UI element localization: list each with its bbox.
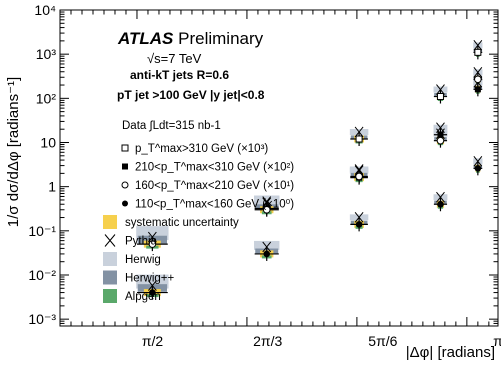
legend: p_T^max>310 GeV (×10³) 210<p_T^max<310 Ge… xyxy=(103,143,294,303)
pythia-marker xyxy=(354,212,364,223)
pythia-marker xyxy=(473,156,483,167)
legend-label: Pythia xyxy=(125,236,158,248)
legend-label: Herwig xyxy=(125,254,161,266)
legend-label: 160<p_T^max<210 GeV (×10¹) xyxy=(135,180,294,192)
x-tick-label: 5π/6 xyxy=(368,333,397,349)
x-tick-labels: π/2 2π/3 5π/6 π xyxy=(142,333,501,349)
plot-frame xyxy=(59,9,499,327)
pythia-marker xyxy=(354,126,364,138)
y-tick-label: 10⁻³ xyxy=(28,311,56,327)
legend-label: 210<p_T^max<310 GeV (×10²) xyxy=(135,162,294,174)
pythia-marker xyxy=(147,231,157,243)
data-point-open-circle xyxy=(355,172,363,181)
legend-label: Herwig++ xyxy=(125,273,175,285)
plot-border xyxy=(59,9,499,327)
data-point-open-circle xyxy=(148,240,157,248)
cut-annotation: pT jet >100 GeV |y jet|<0.8 xyxy=(117,88,265,102)
legend-filled-square xyxy=(122,163,128,170)
data-point-filled-circle xyxy=(437,200,444,208)
data-point-filled-circle xyxy=(263,250,271,258)
y-tick-label: 1 xyxy=(48,179,56,195)
pythia-marker xyxy=(262,197,272,209)
data-point-open-square xyxy=(355,135,363,143)
pythia-marker xyxy=(354,164,364,175)
pythia-marker xyxy=(262,241,272,253)
data-point-filled-circle xyxy=(149,289,156,296)
herwig-band xyxy=(254,240,280,250)
data-point-open-square xyxy=(474,48,482,56)
data-point-open-circle xyxy=(474,75,482,84)
legend-label: Alpgen xyxy=(125,291,161,303)
y-tick-label: 10³ xyxy=(36,46,57,62)
y-tick-label: 10² xyxy=(36,90,57,106)
pythia-marker xyxy=(473,66,483,78)
y-axis-title: 1/σ dσ/dΔφ [radians⁻¹] xyxy=(2,2,24,302)
legend-filled-circle xyxy=(122,200,128,207)
data-point-open-circle xyxy=(436,136,445,145)
x-axis-label: |Δφ| [radians] xyxy=(405,344,495,361)
y-tick-label: 10⁻¹ xyxy=(28,223,56,239)
legend-open-circle xyxy=(121,181,129,189)
legend-swatch xyxy=(103,289,117,303)
data-markers xyxy=(136,40,483,300)
y-tick-label: 10⁻² xyxy=(28,267,56,283)
energy-annotation: √s=7 TeV xyxy=(147,51,202,66)
chart-title: ATLAS Preliminary xyxy=(118,29,264,48)
legend-swatch xyxy=(103,270,117,285)
data-point-filled-square xyxy=(474,86,481,93)
y-axis-label: 1/σ dσ/dΔφ [radians⁻¹] xyxy=(5,76,22,228)
pythia-marker xyxy=(147,280,157,291)
data-point-filled-circle xyxy=(474,165,482,172)
legend-label: 110<p_T^max<160 GeV (×10⁰) xyxy=(135,199,294,211)
legend-label: p_T^max>310 GeV (×10³) xyxy=(135,143,268,155)
data-point-open-circle xyxy=(262,205,271,214)
legend-swatch xyxy=(103,252,117,266)
legend-pythia-x xyxy=(104,234,116,247)
pythia-marker xyxy=(262,196,272,207)
jet-algo-annotation: anti-kT jets R=0.6 xyxy=(130,68,230,82)
pythia-marker xyxy=(436,84,445,95)
pythia-marker xyxy=(473,40,483,51)
y-tick-labels: 10⁻³ 10⁻² 10⁻¹ 1 10 10² 10³ 10⁴ xyxy=(28,2,56,327)
pythia-marker xyxy=(436,128,445,139)
legend-swatch xyxy=(103,215,117,229)
data-lumi-annotation: Data ∫Ldt=315 nb-1 xyxy=(122,120,221,132)
axis-ticks xyxy=(60,9,498,327)
legend-open-square xyxy=(121,144,129,152)
x-tick-label: π/2 xyxy=(142,333,164,349)
pythia-marker xyxy=(436,191,445,203)
data-point-open-square xyxy=(436,93,444,101)
y-tick-label: 10 xyxy=(40,134,56,150)
x-tick-label: π xyxy=(493,333,501,349)
y-tick-label: 10⁴ xyxy=(34,2,56,18)
x-tick-label: 2π/3 xyxy=(253,333,282,349)
data-point-filled-circle xyxy=(355,221,363,228)
legend-label: systematic uncertainty xyxy=(125,217,239,229)
